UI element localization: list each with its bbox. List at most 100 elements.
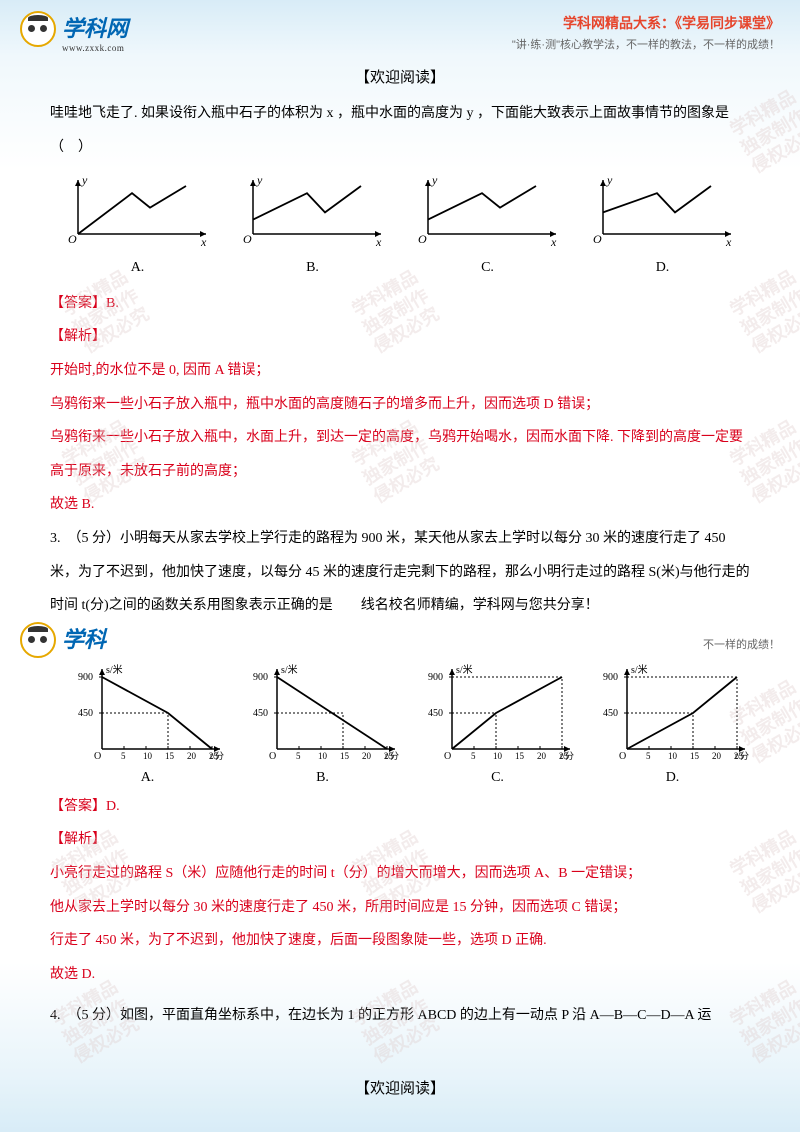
chart-label: C. [413,251,563,285]
svg-text:15: 15 [515,751,525,761]
svg-text:O: O [94,751,101,762]
q2-charts-row: O x y A. O x y B. O x y C. O x y D. [50,164,750,287]
svg-text:900: 900 [78,672,93,683]
header-series: 学科网精品大系：《学易同步课堂》 [512,13,780,33]
svg-text:450: 450 [428,708,443,719]
svg-text:y: y [606,173,613,187]
q3-answer: 【答案】D. [50,790,750,824]
svg-text:20: 20 [537,751,547,761]
svg-text:O: O [619,751,626,762]
page-header-2: 学科 不一样的成绩！ [0,623,800,661]
q2-analysis-2: 乌鸦衔来一些小石子放入瓶中，水面上升，到达一定的高度，乌鸦开始喝水，因而水面下降… [50,421,750,488]
svg-text:O: O [418,232,427,246]
q3-analysis-3: 故选 D. [50,958,750,992]
svg-text:y: y [81,173,88,187]
logo: 学科网 www.zxxk.com [20,11,128,53]
svg-text:s/米: s/米 [631,663,648,676]
svg-text:10: 10 [143,751,153,761]
q2-intro: 哇哇地飞走了. 如果设衔入瓶中石子的体积为 x ，瓶中水面的高度为 y ，下面能… [50,97,750,164]
svg-text:15: 15 [340,751,350,761]
chart-label: B. [245,770,400,786]
svg-text:O: O [68,232,77,246]
chart-svg: O x y [238,172,388,247]
svg-text:O: O [269,751,276,762]
svg-text:900: 900 [603,672,618,683]
svg-text:5: 5 [296,751,301,761]
chart-label: C. [420,770,575,786]
chart-label: D. [595,770,750,786]
bottom-title: 【欢迎阅读】 [0,1077,800,1098]
q2-analysis-0: 开始时,的水位不是 0, 因而 A 错误； [50,354,750,388]
q3-charts-row: O 450 900 510152025 s/米 t/分 A. O 450 900… [0,661,800,786]
svg-text:450: 450 [253,708,268,719]
svg-text:15: 15 [165,751,175,761]
svg-text:5: 5 [121,751,126,761]
logo-icon [20,11,56,47]
chart-cell: O 450 900 510152025 s/米 t/分 B. [245,661,400,786]
chart-cell: O x y C. [413,172,563,285]
q3-analysis-label: 【解析】 [50,823,750,857]
chart-svg: O x y [588,172,738,247]
svg-text:450: 450 [603,708,618,719]
svg-text:s/米: s/米 [281,663,298,676]
chart-cell: O 450 900 510152025 s/米 t/分 A. [70,661,225,786]
svg-text:y: y [256,173,263,187]
svg-text:5: 5 [471,751,476,761]
chart-label: A. [63,251,213,285]
header-tagline: "讲·练·测"核心教学法，不一样的教法，不一样的成绩！ [512,36,780,52]
chart-svg: O x y [63,172,213,247]
svg-text:O: O [243,232,252,246]
chart-svg: O x y [413,172,563,247]
svg-text:450: 450 [78,708,93,719]
svg-text:y: y [431,173,438,187]
svg-text:5: 5 [646,751,651,761]
q2-analysis-1: 乌鸦衔来一些小石子放入瓶中，瓶中水面的高度随石子的增多而上升，因而选项 D 错误… [50,388,750,422]
logo-url: www.zxxk.com [62,43,128,53]
logo-text-cn: 学科网 [62,11,128,43]
chart-label: A. [70,770,225,786]
q2-analysis-label: 【解析】 [50,320,750,354]
chart-svg: O 450 900 510152025 s/米 t/分 [595,661,750,766]
svg-text:t/分: t/分 [735,751,749,761]
svg-text:t/分: t/分 [385,751,399,761]
svg-text:10: 10 [318,751,328,761]
svg-text:x: x [550,235,557,247]
page-title: 【欢迎阅读】 [0,60,800,97]
chart-svg: O 450 900 510152025 s/米 t/分 [420,661,575,766]
svg-text:20: 20 [362,751,372,761]
svg-text:s/米: s/米 [106,663,123,676]
chart-cell: O x y A. [63,172,213,285]
q2-answer: 【答案】B. [50,287,750,321]
svg-text:s/米: s/米 [456,663,473,676]
chart-svg: O 450 900 510152025 s/米 t/分 [70,661,225,766]
logo-icon-2 [20,622,56,658]
q3-analysis-2: 行走了 450 米，为了不迟到，他加快了速度，后面一段图象陡一些，选项 D 正确… [50,924,750,958]
svg-text:O: O [593,232,602,246]
svg-text:O: O [444,751,451,762]
svg-text:900: 900 [428,672,443,683]
svg-text:t/分: t/分 [210,751,224,761]
svg-text:t/分: t/分 [560,751,574,761]
chart-label: B. [238,251,388,285]
svg-text:10: 10 [668,751,678,761]
logo-2: 学科 [20,622,106,658]
svg-text:15: 15 [690,751,700,761]
chart-label: D. [588,251,738,285]
chart-cell: O x y D. [588,172,738,285]
svg-text:x: x [375,235,382,247]
chart-svg: O 450 900 510152025 s/米 t/分 [245,661,400,766]
svg-text:x: x [725,235,732,247]
q4-stem: 4. （5 分）如图，平面直角坐标系中，在边长为 1 的正方形 ABCD 的边上… [50,999,750,1033]
chart-cell: O 450 900 510152025 s/米 t/分 C. [420,661,575,786]
svg-text:x: x [200,235,207,247]
content: 哇哇地飞走了. 如果设衔入瓶中石子的体积为 x ，瓶中水面的高度为 y ，下面能… [0,97,800,623]
q2-analysis-3: 故选 B. [50,488,750,522]
chart-cell: O x y B. [238,172,388,285]
page-header: 学科网 www.zxxk.com 学科网精品大系：《学易同步课堂》 "讲·练·测… [0,0,800,60]
q3-analysis-0: 小亮行走过的路程 S（米）应随他行走的时间 t（分）的增大而增大，因而选项 A、… [50,857,750,891]
logo-text-cn-2: 学科 [62,622,106,654]
svg-text:10: 10 [493,751,503,761]
svg-text:20: 20 [187,751,197,761]
q3-analysis-1: 他从家去上学时以每分 30 米的速度行走了 450 米，所用时间应是 15 分钟… [50,891,750,925]
header-tagline-2: 不一样的成绩！ [703,636,780,652]
